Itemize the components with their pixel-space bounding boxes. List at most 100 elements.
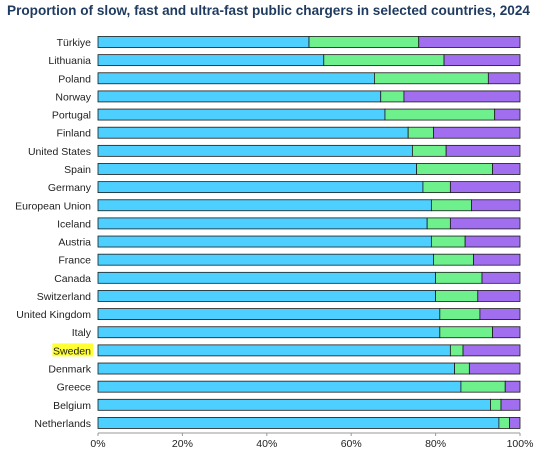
bar-segment-fast xyxy=(439,308,481,321)
bar-segment-ultra-fast xyxy=(509,417,521,429)
category-label: France xyxy=(58,255,91,267)
x-tick-label: 100% xyxy=(507,438,534,450)
category-label: Türkiye xyxy=(57,37,92,49)
category-label: Iceland xyxy=(57,218,91,230)
x-tick-label: 40% xyxy=(256,438,277,450)
bar-segment-ultra-fast xyxy=(471,199,521,212)
bar-segment-ultra-fast xyxy=(487,72,521,85)
category-label: United States xyxy=(28,146,91,158)
bar-segment-ultra-fast xyxy=(449,217,521,230)
bar-segment-slow xyxy=(97,72,375,85)
bar-segment-fast xyxy=(430,235,466,248)
x-tick-label: 0% xyxy=(90,438,105,450)
bar-segment-fast xyxy=(498,417,510,429)
bar-segment-slow xyxy=(97,199,432,212)
axes-layer xyxy=(97,432,521,436)
bar-segment-fast xyxy=(422,181,451,194)
category-label: Switzerland xyxy=(37,291,91,303)
chart-title: Proportion of slow, fast and ultra-fast … xyxy=(7,3,530,18)
bar-segment-slow xyxy=(97,36,310,48)
x-tick-label: 20% xyxy=(172,438,193,450)
bar-segment-ultra-fast xyxy=(492,326,521,339)
bar-segment-slow xyxy=(97,235,432,248)
category-label: Portugal xyxy=(52,110,91,122)
highlight-marker xyxy=(52,343,93,357)
bar-segment-fast xyxy=(430,199,472,212)
category-label: Canada xyxy=(54,273,91,285)
category-label: Spain xyxy=(64,164,91,176)
bar-segment-ultra-fast xyxy=(443,54,521,67)
labels-layer: 0% 20% 40% 60% 80% 100% Türkiye Lithuania Poland… xyxy=(15,37,533,450)
bar-segment-slow xyxy=(97,290,437,302)
bar-segment-ultra-fast xyxy=(418,36,521,48)
category-label: Netherlands xyxy=(34,418,91,430)
bar-segment-slow xyxy=(97,144,413,157)
bar-segment-ultra-fast xyxy=(500,398,521,411)
bar-segment-slow xyxy=(97,126,409,139)
bar-segment-slow xyxy=(97,181,424,194)
category-label: Denmark xyxy=(48,364,91,376)
bar-segment-fast xyxy=(380,90,405,103)
bar-segment-ultra-fast xyxy=(477,290,521,302)
bar-segment-fast xyxy=(323,54,445,67)
bar-segment-ultra-fast xyxy=(449,181,521,194)
bar-segment-ultra-fast xyxy=(462,344,521,357)
bar-segment-ultra-fast xyxy=(464,235,521,248)
bar-segment-ultra-fast xyxy=(492,163,521,175)
bar-segment-ultra-fast xyxy=(445,144,521,157)
bar-segment-slow xyxy=(97,326,441,339)
category-label: Lithuania xyxy=(48,55,91,67)
bar-segment-ultra-fast xyxy=(433,126,521,139)
bar-segment-fast xyxy=(435,290,479,302)
bar-segment-slow xyxy=(97,417,500,429)
bar-segment-slow xyxy=(97,344,451,357)
category-label: Belgium xyxy=(53,400,91,412)
bar-segment-ultra-fast xyxy=(504,380,521,393)
category-label: Norway xyxy=(55,91,91,103)
bar-segment-fast xyxy=(407,126,434,139)
bar-segment-fast xyxy=(411,144,447,157)
bar-segment-slow xyxy=(97,217,428,230)
bar-segment-ultra-fast xyxy=(479,308,521,321)
category-label: Finland xyxy=(57,128,92,140)
bar-segment-fast xyxy=(454,362,470,375)
bar-segment-fast xyxy=(435,271,483,284)
category-label: Austria xyxy=(58,237,91,249)
category-label: Germany xyxy=(48,182,92,194)
bar-segment-fast xyxy=(426,217,451,230)
bar-segment-ultra-fast xyxy=(468,362,521,375)
category-label: Poland xyxy=(58,73,91,85)
bars-layer xyxy=(97,36,521,429)
category-label: Greece xyxy=(57,382,92,394)
bar-segment-slow xyxy=(97,108,386,121)
bar-segment-slow xyxy=(97,163,418,175)
category-label: United Kingdom xyxy=(16,309,91,321)
bar-segment-fast xyxy=(308,36,420,48)
bar-segment-fast xyxy=(416,163,493,175)
category-label: European Union xyxy=(15,200,91,212)
bar-segment-slow xyxy=(97,90,382,103)
bar-segment-slow xyxy=(97,308,441,321)
x-tick-label: 60% xyxy=(341,438,362,450)
bar-segment-slow xyxy=(97,380,462,393)
bar-segment-slow xyxy=(97,54,325,67)
bar-segment-fast xyxy=(374,72,489,85)
category-label: Italy xyxy=(72,327,92,339)
bar-segment-slow xyxy=(97,253,434,266)
bar-segment-fast xyxy=(460,380,506,393)
bar-segment-slow xyxy=(97,271,437,284)
bar-segment-ultra-fast xyxy=(481,271,521,284)
bar-segment-fast xyxy=(384,108,496,121)
bar-segment-slow xyxy=(97,398,491,411)
bar-segment-ultra-fast xyxy=(403,90,521,103)
bar-segment-fast xyxy=(449,344,464,357)
x-tick-label: 80% xyxy=(425,438,446,450)
bar-segment-ultra-fast xyxy=(494,108,521,121)
category-label: Sweden xyxy=(53,345,91,357)
bar-segment-fast xyxy=(439,326,493,339)
bar-segment-fast xyxy=(433,253,474,266)
bar-segment-fast xyxy=(490,398,502,411)
bar-segment-slow xyxy=(97,362,455,375)
